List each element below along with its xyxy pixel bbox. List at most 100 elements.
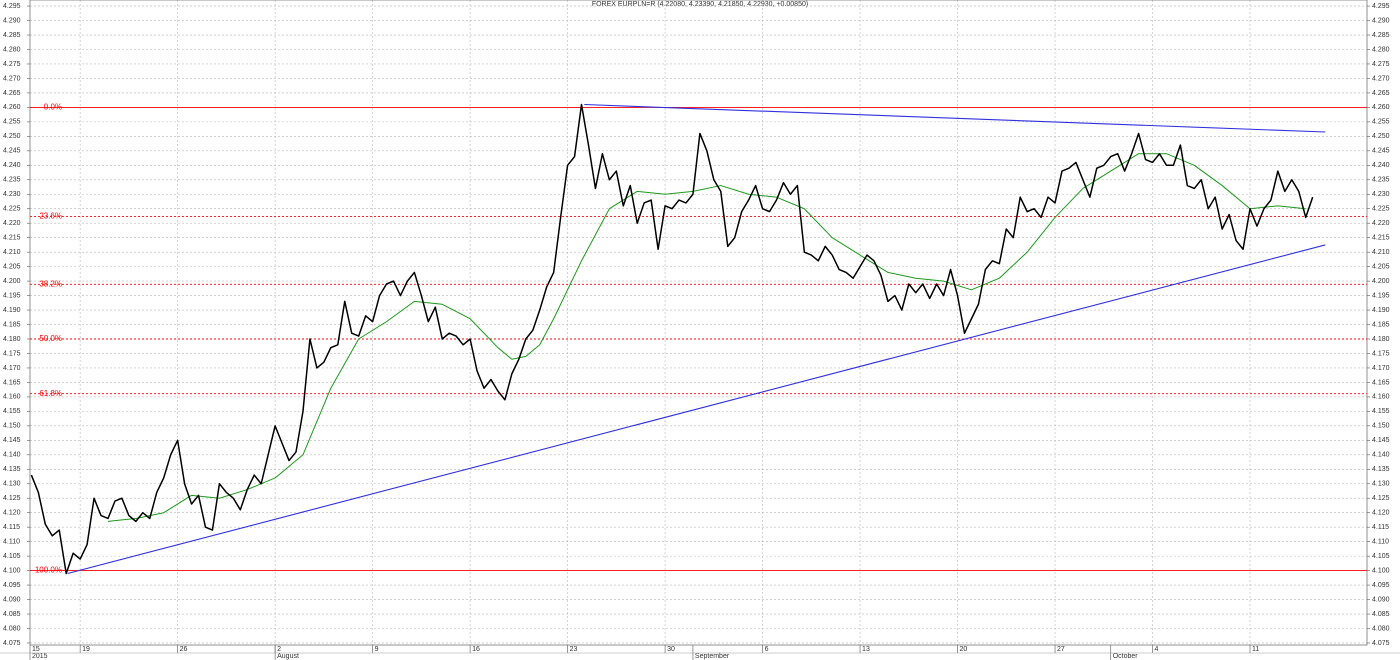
- y-tick-label: 4.075: [3, 640, 21, 647]
- x-tick-label: 9: [375, 646, 379, 653]
- y2-tick-label: 4.215: [1372, 235, 1390, 242]
- y2-tick-label: 4.270: [1372, 75, 1390, 82]
- y2-tick-label: 4.290: [1372, 17, 1390, 24]
- price-line: [30, 103, 1314, 575]
- x-tick-label: 2: [277, 646, 281, 653]
- x-tick-label: 27: [1057, 646, 1065, 653]
- x-major-label: August: [277, 653, 299, 660]
- x-tick-label: 15: [32, 646, 40, 653]
- y2-tick-label: 4.150: [1372, 423, 1390, 430]
- y2-tick-label: 4.235: [1372, 177, 1390, 184]
- y2-tick-label: 4.080: [1372, 625, 1390, 632]
- y2-tick-label: 4.200: [1372, 278, 1390, 285]
- y-tick-label: 4.225: [3, 206, 21, 213]
- y-tick-label: 4.290: [3, 17, 21, 24]
- x-major-label: September: [695, 653, 730, 660]
- y2-tick-label: 4.115: [1372, 524, 1389, 531]
- y-tick-label: 4.190: [3, 307, 21, 314]
- y2-tick-label: 4.225: [1372, 206, 1390, 213]
- y-tick-label: 4.125: [3, 495, 21, 502]
- plot-frame: [29, 0, 1368, 646]
- x-tick-label: 13: [862, 646, 870, 653]
- y-tick-label: 4.205: [3, 263, 21, 270]
- y-tick-label: 4.175: [3, 350, 21, 357]
- chart-title: FOREX EURPLN=R (4.22080, 4.23390, 4.2185…: [592, 1, 808, 8]
- y-tick-label: 4.210: [3, 249, 21, 256]
- y2-tick-label: 4.155: [1372, 408, 1390, 415]
- y2-tick-label: 4.250: [1372, 133, 1390, 140]
- y2-tick-label: 4.075: [1372, 640, 1390, 647]
- y2-tick-label: 4.195: [1372, 292, 1390, 299]
- y-tick-label: 4.185: [3, 321, 21, 328]
- y-tick-label: 4.165: [3, 379, 21, 386]
- x-tick-label: 11: [1252, 646, 1259, 653]
- x-tick-label: 6: [765, 646, 769, 653]
- y-tick-label: 4.110: [3, 538, 20, 545]
- y-tick-label: 4.080: [3, 625, 21, 632]
- y-tick-label: 4.260: [3, 104, 21, 111]
- y2-tick-label: 4.295: [1372, 3, 1390, 10]
- y-tick-label: 4.115: [3, 524, 20, 531]
- y2-tick-label: 4.205: [1372, 263, 1390, 270]
- y2-tick-label: 4.120: [1372, 510, 1390, 517]
- y-tick-label: 4.130: [3, 481, 21, 488]
- y-tick-label: 4.250: [3, 133, 21, 140]
- y2-tick-label: 4.185: [1372, 321, 1390, 328]
- y2-tick-label: 4.125: [1372, 495, 1390, 502]
- y-tick-label: 4.085: [3, 611, 21, 618]
- y2-tick-label: 4.130: [1372, 481, 1390, 488]
- x-major-label: October: [1113, 653, 1139, 660]
- fib-label: 0.0%: [44, 103, 62, 112]
- y2-tick-label: 4.160: [1372, 394, 1390, 401]
- fib-label: 61.8%: [39, 389, 62, 398]
- y-tick-label: 4.135: [3, 466, 21, 473]
- y-tick-label: 4.095: [3, 582, 21, 589]
- y2-tick-label: 4.140: [1372, 452, 1390, 459]
- y-tick-label: 4.285: [3, 32, 21, 39]
- y-tick-label: 4.235: [3, 177, 21, 184]
- x-tick-label: 30: [667, 646, 675, 653]
- y2-tick-label: 4.175: [1372, 350, 1390, 357]
- y2-tick-label: 4.230: [1372, 191, 1390, 198]
- y-tick-label: 4.265: [3, 90, 21, 97]
- fib-label: 23.6%: [39, 212, 62, 221]
- fib-label: 38.2%: [39, 279, 62, 288]
- y2-tick-label: 4.095: [1372, 582, 1390, 589]
- y-tick-label: 4.145: [3, 437, 21, 444]
- y-tick-label: 4.245: [3, 148, 21, 155]
- y2-tick-label: 4.260: [1372, 104, 1390, 111]
- y-tick-label: 4.275: [3, 61, 21, 68]
- y-tick-label: 4.105: [3, 553, 21, 560]
- y2-tick-label: 4.170: [1372, 365, 1390, 372]
- y-tick-label: 4.220: [3, 220, 21, 227]
- y-tick-label: 4.280: [3, 46, 21, 53]
- y2-tick-label: 4.145: [1372, 437, 1390, 444]
- y-tick-label: 4.090: [3, 596, 21, 603]
- y-tick-label: 4.240: [3, 162, 21, 169]
- y-tick-label: 4.255: [3, 119, 21, 126]
- moving-average-line: [107, 153, 1306, 522]
- y2-tick-label: 4.245: [1372, 148, 1390, 155]
- y2-tick-label: 4.090: [1372, 596, 1390, 603]
- x-tick-label: 4: [1155, 646, 1159, 653]
- x-tick-label: 20: [960, 646, 968, 653]
- x-tick-label: 26: [180, 646, 188, 653]
- x-tick-label: 19: [82, 646, 90, 653]
- trendline: [584, 103, 1326, 133]
- x-major-label: 2015: [32, 653, 48, 660]
- y-tick-label: 4.270: [3, 75, 21, 82]
- y-tick-label: 4.215: [3, 235, 21, 242]
- y2-tick-label: 4.285: [1372, 32, 1390, 39]
- y2-tick-label: 4.165: [1372, 379, 1390, 386]
- y2-tick-label: 4.100: [1372, 567, 1390, 574]
- y2-tick-label: 4.275: [1372, 61, 1390, 68]
- fib-label: 100.0%: [35, 566, 62, 575]
- y2-tick-label: 4.240: [1372, 162, 1390, 169]
- y-tick-label: 4.150: [3, 423, 21, 430]
- y-tick-label: 4.160: [3, 394, 21, 401]
- trendline: [67, 244, 1326, 575]
- y-tick-label: 4.170: [3, 365, 21, 372]
